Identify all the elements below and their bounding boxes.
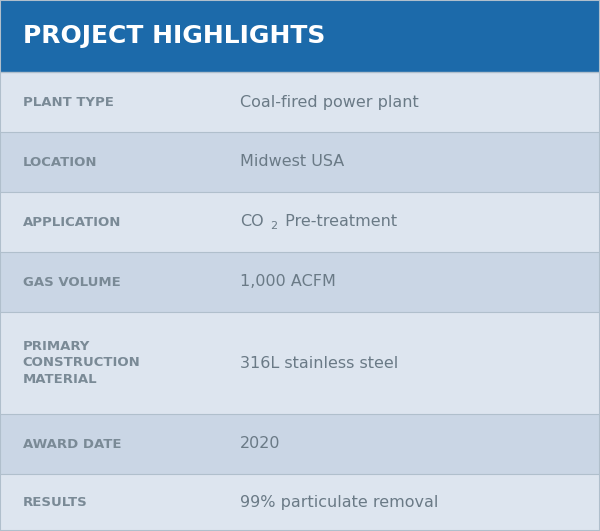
Text: 1,000 ACFM: 1,000 ACFM	[240, 275, 336, 289]
Text: CO: CO	[240, 215, 263, 229]
Text: RESULTS: RESULTS	[23, 496, 88, 509]
Text: LOCATION: LOCATION	[23, 156, 97, 168]
Bar	[0, 414, 600, 474]
Text: AWARD DATE: AWARD DATE	[23, 438, 121, 450]
Text: Coal-fired power plant: Coal-fired power plant	[240, 95, 419, 109]
Text: 99% particulate removal: 99% particulate removal	[240, 495, 439, 510]
Text: PLANT TYPE: PLANT TYPE	[23, 96, 113, 108]
Bar	[0, 132, 600, 192]
Bar	[0, 0, 600, 72]
Text: 2020: 2020	[240, 436, 281, 451]
Text: 316L stainless steel: 316L stainless steel	[240, 355, 398, 371]
Bar	[0, 72, 600, 132]
Text: 2: 2	[271, 221, 278, 231]
Bar	[0, 474, 600, 531]
Bar	[0, 252, 600, 312]
Text: Pre-treatment: Pre-treatment	[280, 215, 397, 229]
Text: PROJECT HIGHLIGHTS: PROJECT HIGHLIGHTS	[23, 24, 325, 48]
Text: PRIMARY
CONSTRUCTION
MATERIAL: PRIMARY CONSTRUCTION MATERIAL	[23, 340, 140, 386]
Text: Midwest USA: Midwest USA	[240, 155, 344, 169]
Bar	[0, 192, 600, 252]
Text: APPLICATION: APPLICATION	[23, 216, 121, 228]
Bar	[0, 312, 600, 414]
Text: GAS VOLUME: GAS VOLUME	[23, 276, 121, 288]
